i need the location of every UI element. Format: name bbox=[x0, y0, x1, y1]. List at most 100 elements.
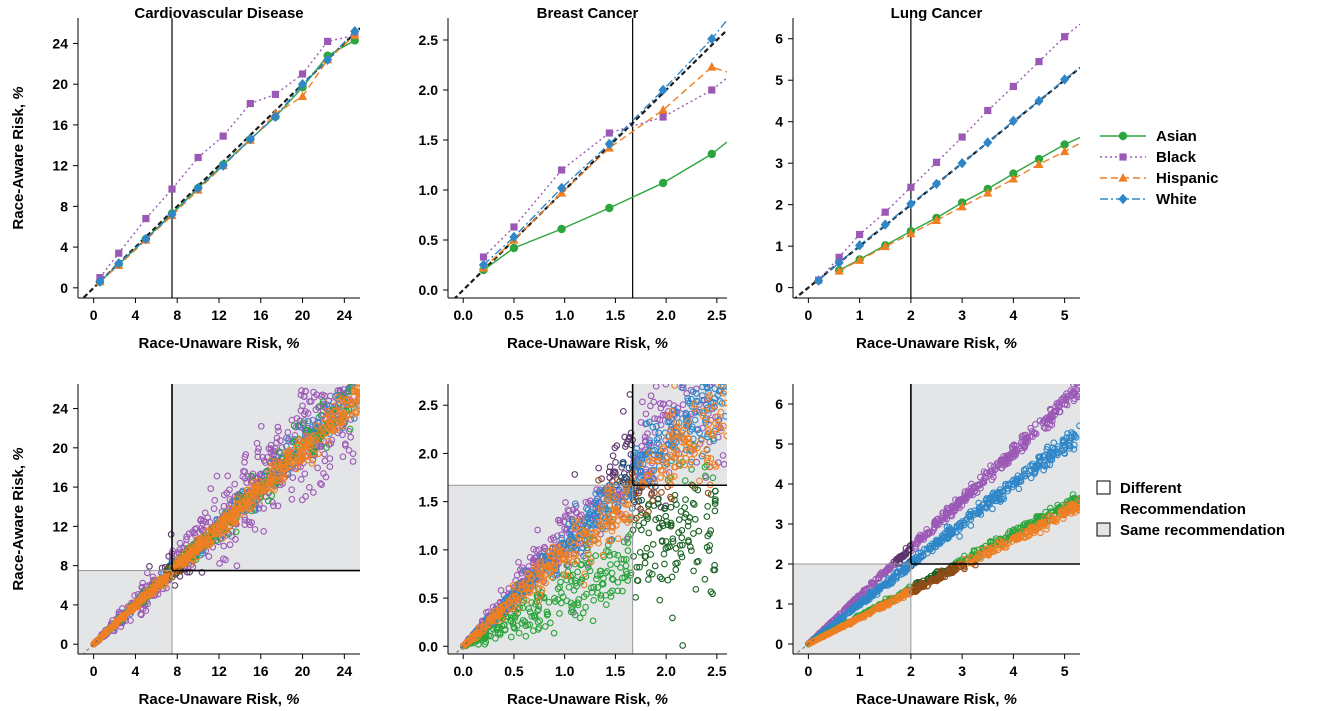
point-hispanic bbox=[239, 499, 246, 507]
x-tick-label: 4 bbox=[1009, 307, 1017, 323]
point-asian bbox=[658, 537, 666, 545]
point-hispanic bbox=[662, 462, 669, 469]
point-hispanic bbox=[719, 389, 727, 397]
x-tick-label: 20 bbox=[295, 663, 311, 679]
point-hispanic bbox=[193, 553, 201, 561]
marker-hispanic bbox=[707, 62, 717, 71]
point-hispanic bbox=[205, 537, 212, 545]
point-black bbox=[1052, 408, 1060, 416]
point-black bbox=[339, 453, 347, 461]
x-tick-label: 0.0 bbox=[453, 663, 473, 679]
point-hispanic bbox=[586, 541, 593, 549]
point-white bbox=[931, 540, 939, 547]
y-tick-label: 16 bbox=[52, 479, 68, 495]
point-hispanic bbox=[351, 400, 359, 407]
point-black bbox=[723, 330, 729, 336]
point-hispanic bbox=[698, 437, 705, 444]
point-hispanic bbox=[526, 589, 534, 597]
point-black bbox=[257, 422, 265, 430]
marker-hispanic bbox=[906, 228, 916, 238]
point-asian bbox=[574, 568, 581, 576]
point-asian bbox=[691, 515, 699, 523]
point-hispanic bbox=[356, 384, 360, 388]
marker-black bbox=[659, 113, 667, 121]
point-white bbox=[711, 363, 717, 369]
point-white bbox=[940, 534, 948, 542]
point-hispanic bbox=[309, 450, 317, 458]
point-black bbox=[983, 469, 991, 477]
y-tick-label: 0.5 bbox=[419, 232, 439, 248]
point-black bbox=[191, 525, 199, 533]
point-black bbox=[288, 486, 296, 494]
point-black bbox=[623, 440, 630, 448]
point-black bbox=[875, 574, 883, 582]
point-hispanic bbox=[659, 445, 666, 453]
point-black bbox=[657, 400, 664, 407]
point-black bbox=[1060, 394, 1068, 401]
point-white bbox=[664, 418, 672, 426]
point-hispanic bbox=[721, 345, 727, 351]
point-black bbox=[706, 366, 712, 372]
point-white bbox=[687, 395, 695, 403]
point-asian bbox=[677, 550, 685, 558]
point-hispanic bbox=[254, 481, 262, 489]
point-hispanic bbox=[479, 623, 487, 630]
point-asian bbox=[620, 556, 628, 563]
point-asian bbox=[623, 555, 630, 563]
point-white bbox=[901, 568, 908, 575]
point-hispanic bbox=[337, 417, 344, 425]
point-black bbox=[709, 346, 715, 352]
point-hispanic bbox=[546, 556, 554, 564]
point-black bbox=[1070, 397, 1078, 405]
point-white bbox=[577, 549, 585, 556]
point-hispanic bbox=[257, 481, 265, 489]
point-asian bbox=[636, 563, 643, 571]
point-asian bbox=[534, 607, 541, 615]
marker-asian bbox=[658, 178, 668, 188]
point-asian bbox=[651, 562, 659, 570]
point-black bbox=[1040, 423, 1048, 431]
point-hispanic bbox=[247, 505, 254, 513]
point-asian bbox=[644, 515, 651, 523]
point-asian bbox=[630, 552, 637, 560]
series-white bbox=[814, 67, 1080, 286]
point-black bbox=[679, 401, 687, 408]
point-black bbox=[328, 436, 336, 444]
point-white bbox=[625, 464, 633, 472]
point-black bbox=[339, 344, 345, 350]
point-hispanic bbox=[182, 557, 190, 564]
point-white bbox=[1036, 454, 1043, 461]
point-asian bbox=[575, 596, 583, 603]
point-black bbox=[948, 505, 956, 513]
point-hispanic bbox=[723, 432, 727, 440]
point-white bbox=[886, 580, 894, 588]
point-white bbox=[338, 372, 344, 378]
point-asian bbox=[323, 444, 331, 451]
point-black bbox=[1021, 444, 1028, 452]
point-black bbox=[550, 536, 558, 544]
point-white bbox=[714, 373, 720, 379]
point-black bbox=[321, 450, 328, 458]
point-black bbox=[176, 546, 184, 554]
marker-white bbox=[141, 233, 151, 245]
point-hispanic bbox=[535, 579, 542, 587]
point-asian bbox=[614, 551, 622, 559]
point-white bbox=[1076, 422, 1080, 430]
marker-hispanic bbox=[957, 201, 967, 211]
point-hispanic bbox=[327, 421, 334, 428]
point-asian bbox=[551, 598, 559, 605]
point-black bbox=[339, 369, 345, 375]
y-axis-label: Race-Aware Risk, % bbox=[10, 447, 27, 590]
point-hispanic bbox=[222, 517, 230, 524]
point-hispanic bbox=[531, 586, 538, 594]
point-asian bbox=[673, 501, 680, 508]
point-asian bbox=[535, 606, 542, 613]
point-white bbox=[1027, 474, 1035, 482]
point-asian bbox=[613, 560, 621, 568]
point-asian bbox=[710, 566, 717, 574]
x-axis-label: Race-Unaware Risk, % bbox=[139, 691, 300, 708]
panel-top-middle: 0.0 0.5 1.0 1.5 2.0 2.50.00.51.01.52.02.5Brea… bbox=[419, 5, 727, 352]
point-asian bbox=[567, 608, 575, 616]
point-black bbox=[1016, 445, 1024, 452]
point-asian bbox=[563, 597, 571, 605]
